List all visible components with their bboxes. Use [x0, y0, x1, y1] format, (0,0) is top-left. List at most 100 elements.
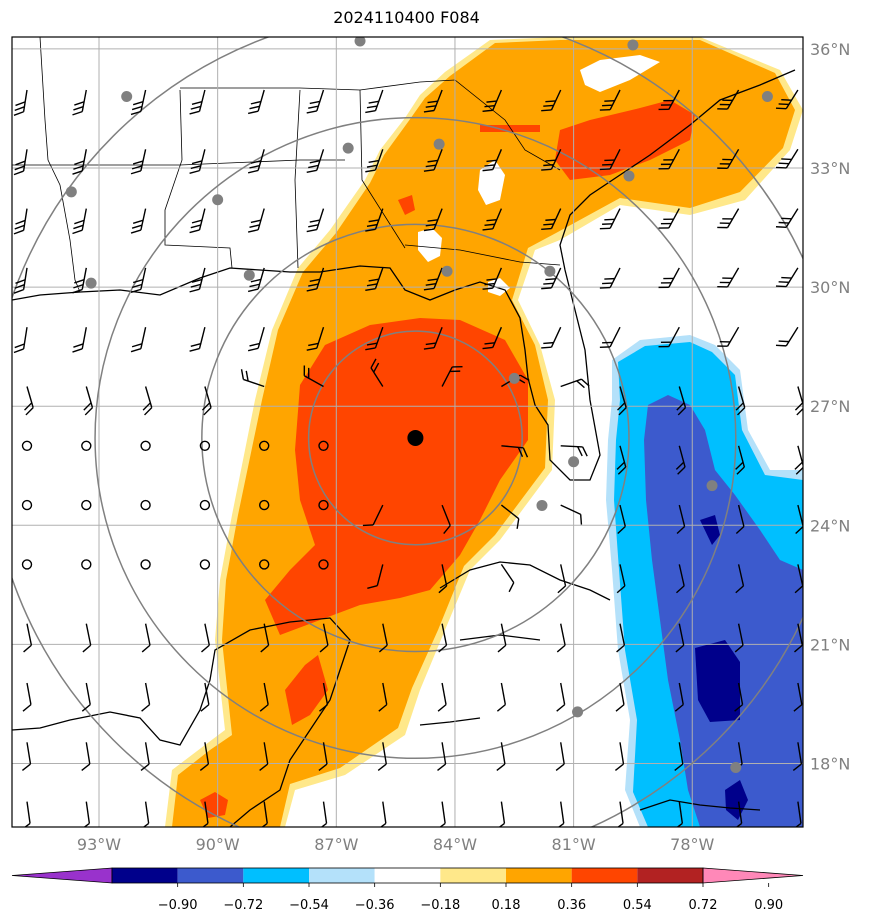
- wind-barb: [377, 742, 387, 771]
- wind-barb: [259, 682, 269, 712]
- wind-barb: [658, 326, 680, 348]
- station-marker: [342, 142, 354, 154]
- calm-wind-symbol: [259, 440, 270, 451]
- wind-barb: [82, 623, 92, 653]
- wind-barb: [319, 682, 329, 712]
- wind-barb: [560, 445, 588, 457]
- calm-wind-symbol: [21, 559, 33, 570]
- wind-barb: [423, 326, 443, 350]
- station-marker: [433, 138, 445, 150]
- wind-barb: [141, 623, 151, 653]
- wind-barb: [674, 742, 684, 771]
- station-marker: [121, 91, 133, 103]
- wind-barb: [717, 208, 740, 229]
- wind-barb: [556, 682, 566, 712]
- colorbar-segment: [177, 868, 244, 883]
- wind-barb: [794, 623, 803, 653]
- wind-barb: [717, 326, 740, 347]
- wind-barb: [365, 149, 384, 173]
- calm-wind-symbol: [318, 559, 329, 570]
- longitude-label: 78°W: [670, 835, 714, 854]
- map-area: [12, 37, 803, 827]
- colorbar-tick-label: 0.18: [492, 898, 521, 913]
- wind-barb: [438, 564, 448, 594]
- wind-barb: [616, 564, 626, 594]
- wind-barb: [775, 326, 799, 347]
- colorbar-segment: [374, 868, 441, 883]
- colorbar-extend-low: [11, 867, 113, 884]
- wind-barb: [142, 386, 153, 416]
- wind-barb: [370, 358, 384, 387]
- colorbar-tick-label: 0.36: [557, 898, 586, 913]
- wind-barb: [423, 89, 443, 113]
- station-marker: [536, 499, 548, 511]
- wind-barb: [557, 564, 567, 594]
- longitude-labels: 93°W 90°W 87°W 84°W 81°W 78°W: [77, 835, 715, 854]
- wind-barb: [378, 682, 388, 712]
- wind-barb: [735, 564, 745, 594]
- station-marker: [730, 761, 742, 773]
- map-frame: [11, 36, 804, 828]
- wind-barb: [775, 89, 799, 110]
- calm-wind-symbol: [199, 499, 211, 511]
- wind-barb: [367, 564, 384, 589]
- wind-barb: [658, 89, 680, 111]
- latitude-label: 27°N: [810, 397, 850, 416]
- wind-barb: [541, 208, 562, 231]
- wind-barb: [247, 267, 265, 293]
- wind-barb: [599, 89, 621, 111]
- storm-center-marker: [407, 429, 424, 446]
- wind-barb: [303, 365, 324, 388]
- latitude-label: 21°N: [810, 635, 850, 654]
- wind-barb: [555, 742, 565, 771]
- latitude-labels: 36°N 33°N 30°N 27°N 24°N 21°N 18°N: [810, 40, 850, 774]
- wind-barb: [130, 89, 147, 116]
- station-marker: [65, 186, 77, 198]
- wind-barb: [438, 623, 448, 653]
- wind-barb: [658, 208, 680, 229]
- colorbar-segment: [440, 868, 506, 883]
- wind-barb: [734, 623, 744, 653]
- stations: [65, 37, 773, 773]
- map-title: 2024110400 F084: [333, 8, 480, 27]
- wind-barb: [792, 742, 803, 771]
- wind-barb: [189, 208, 206, 234]
- colorbar-tick-label: 0.54: [623, 898, 652, 913]
- wind-barb: [674, 682, 684, 712]
- wind-barb: [599, 267, 621, 289]
- wind-barb: [500, 564, 515, 593]
- colorbar-extend-high: [702, 867, 804, 884]
- wind-barb: [189, 327, 206, 352]
- wind-barb: [676, 504, 686, 534]
- wind-barb: [306, 208, 325, 233]
- wind-barb: [496, 742, 506, 771]
- calm-wind-symbol: [318, 499, 329, 511]
- wind-barb: [23, 623, 33, 653]
- longitude-label: 90°W: [196, 835, 240, 854]
- wind-barb: [423, 267, 443, 291]
- wind-barb: [717, 148, 740, 170]
- wind-barb: [675, 445, 686, 475]
- colorbar-tick-label: −0.18: [420, 898, 460, 913]
- colorbar-tick-label: 0.90: [754, 898, 783, 913]
- wind-barb: [735, 504, 745, 534]
- station-marker: [508, 372, 520, 384]
- latitude-label: 24°N: [810, 516, 850, 535]
- wind-barb: [541, 267, 562, 290]
- wind-barb: [13, 267, 28, 294]
- longitude-label: 87°W: [314, 835, 358, 854]
- colorbar-tick-label: −0.90: [158, 898, 198, 913]
- wind-barb: [378, 623, 388, 653]
- wind-barb: [541, 149, 562, 171]
- wind-barb: [437, 742, 447, 771]
- wind-barb: [775, 208, 799, 228]
- colorbar-tick-labels: −0.90 −0.72 −0.54 −0.36 −0.18 0.18 0.36 0.54 0.7…: [158, 883, 783, 913]
- wind-barb: [676, 386, 687, 416]
- wind-barb: [500, 504, 520, 529]
- wind-barb: [560, 504, 583, 525]
- wind-barb: [72, 267, 87, 294]
- station-marker: [761, 91, 773, 103]
- wind-barb: [599, 326, 621, 349]
- calm-wind-symbol: [199, 559, 211, 570]
